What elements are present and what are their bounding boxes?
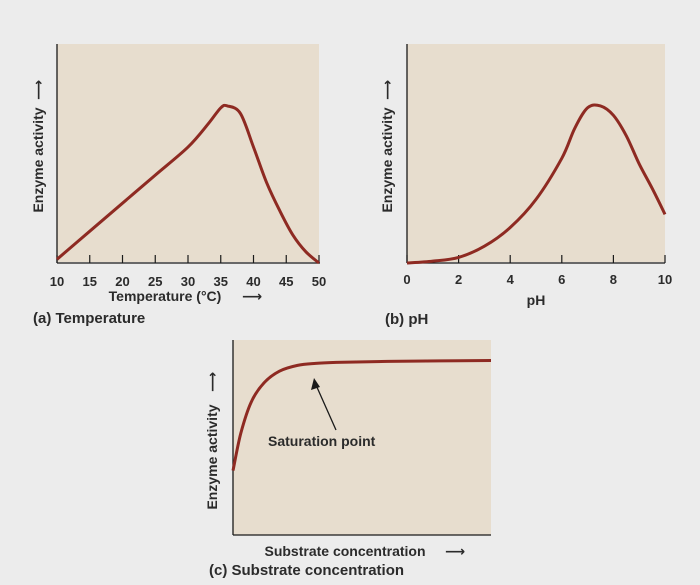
ylabel-ph: Enzyme activity (379, 107, 395, 212)
plot-area-ph (407, 44, 665, 262)
x-tick-label: 10 (50, 274, 64, 289)
saturation-pointer (315, 384, 337, 431)
saturation-pointer-arrowhead (311, 378, 320, 390)
x-tick-label: 4 (507, 272, 515, 287)
panel-ph: 0 2 4 6 8 10 Enzyme activity ⟶ pH (b) pH (379, 44, 672, 328)
xlabel-temperature: Temperature (°C) (109, 288, 222, 304)
xlabel-arrow-substrate: ⟶ (445, 543, 465, 559)
ylabel-arrow-ph: ⟶ (379, 80, 395, 100)
ylabel-temperature: Enzyme activity (30, 107, 46, 212)
ylabel-arrow-substrate: ⟶ (204, 372, 220, 392)
panel-label-substrate: (c) Substrate concentration (209, 562, 404, 579)
panel-substrate: Saturation point Enzyme activity ⟶ Subst… (204, 340, 492, 579)
x-tick-label: 25 (148, 274, 162, 289)
panel-label-ph: (b) pH (385, 311, 428, 328)
substrate-curve (231, 359, 492, 471)
ph-curve (406, 103, 667, 265)
x-tick-label: 6 (558, 272, 565, 287)
saturation-point-label: Saturation point (268, 433, 376, 449)
x-tick-label: 8 (610, 272, 617, 287)
xlabel-substrate: Substrate concentration (264, 543, 425, 559)
x-tick-label: 0 (403, 272, 410, 287)
x-tick-label: 40 (246, 274, 260, 289)
ylabel-arrow-temperature: ⟶ (30, 80, 46, 100)
panel-label-temperature: (a) Temperature (33, 310, 145, 327)
x-tick-label: 35 (214, 274, 228, 289)
temperature-curve (56, 103, 320, 265)
x-tick-label: 10 (658, 272, 672, 287)
x-tick-label: 2 (455, 272, 462, 287)
x-tick-label: 45 (279, 274, 293, 289)
xlabel-ph: pH (527, 292, 546, 308)
plot-area-temperature (57, 44, 319, 262)
x-tick-label: 50 (312, 274, 326, 289)
x-tick-label: 20 (115, 274, 129, 289)
x-tick-label: 30 (181, 274, 195, 289)
x-tick-label: 15 (83, 274, 97, 289)
panel-temperature: 10 15 20 25 30 35 40 45 50 Enzyme activity ⟶ Tem… (30, 44, 326, 327)
x-ticks-temperature: 10 15 20 25 30 35 40 45 50 (50, 255, 326, 289)
ylabel-substrate: Enzyme activity (204, 404, 220, 509)
xlabel-arrow-temperature: ⟶ (242, 288, 262, 304)
